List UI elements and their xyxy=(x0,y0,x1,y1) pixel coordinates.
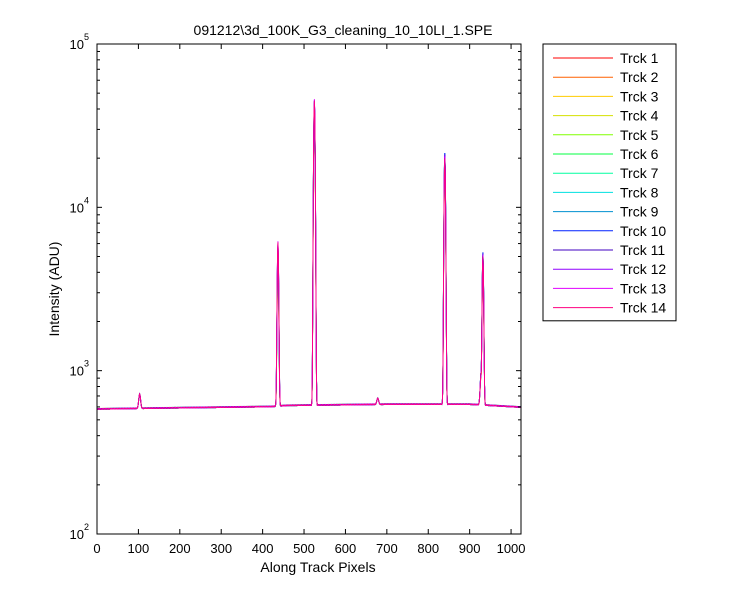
plot-background xyxy=(97,44,521,534)
legend-label-10: Trck 10 xyxy=(620,223,666,239)
legend-label-7: Trck 7 xyxy=(620,165,659,181)
x-tick-label: 900 xyxy=(459,541,481,556)
y-axis-label: Intensity (ADU) xyxy=(46,242,62,337)
x-tick-label: 400 xyxy=(252,541,274,556)
legend-label-12: Trck 12 xyxy=(620,261,666,277)
x-tick-label: 1000 xyxy=(497,541,526,556)
series-layer xyxy=(96,99,522,410)
y-tick-label: 103 xyxy=(70,359,89,379)
legend-label-9: Trck 9 xyxy=(620,204,659,220)
x-tick-label: 700 xyxy=(376,541,398,556)
legend-label-2: Trck 2 xyxy=(620,69,659,85)
x-tick-label: 0 xyxy=(93,541,100,556)
legend-label-1: Trck 1 xyxy=(620,50,659,66)
legend-label-6: Trck 6 xyxy=(620,146,659,162)
x-tick-label: 100 xyxy=(128,541,150,556)
y-tick-label: 104 xyxy=(70,195,89,215)
x-tick-label: 800 xyxy=(417,541,439,556)
legend-label-13: Trck 13 xyxy=(620,280,666,296)
legend: Trck 1 Trck 2 Trck 3 Trck 4 Trck 5 Trck 6 Trck… xyxy=(542,43,677,322)
plot-area xyxy=(97,44,521,534)
axes-box xyxy=(96,43,522,535)
legend-box xyxy=(542,43,677,322)
axes: 0 100 200 300 400 500 600 700 800 900 1000 102 103 10… xyxy=(70,32,526,556)
legend-label-14: Trck 14 xyxy=(620,300,666,316)
y-tick-label: 102 xyxy=(70,522,89,542)
chart-title: 091212\3d_100K_G3_cleaning_10_10LI_1.SPE xyxy=(194,22,493,38)
x-tick-label: 200 xyxy=(169,541,191,556)
x-tick-label: 300 xyxy=(210,541,232,556)
legend-label-8: Trck 8 xyxy=(620,184,659,200)
x-tick-label: 600 xyxy=(335,541,357,556)
x-axis-label: Along Track Pixels xyxy=(260,559,375,575)
legend-label-11: Trck 11 xyxy=(620,242,665,258)
legend-label-3: Trck 3 xyxy=(620,88,659,104)
x-tick-label: 500 xyxy=(293,541,315,556)
series-line-14 xyxy=(96,100,522,410)
y-tick-label: 105 xyxy=(70,32,89,52)
legend-label-4: Trck 4 xyxy=(620,108,659,124)
legend-label-5: Trck 5 xyxy=(620,127,659,143)
